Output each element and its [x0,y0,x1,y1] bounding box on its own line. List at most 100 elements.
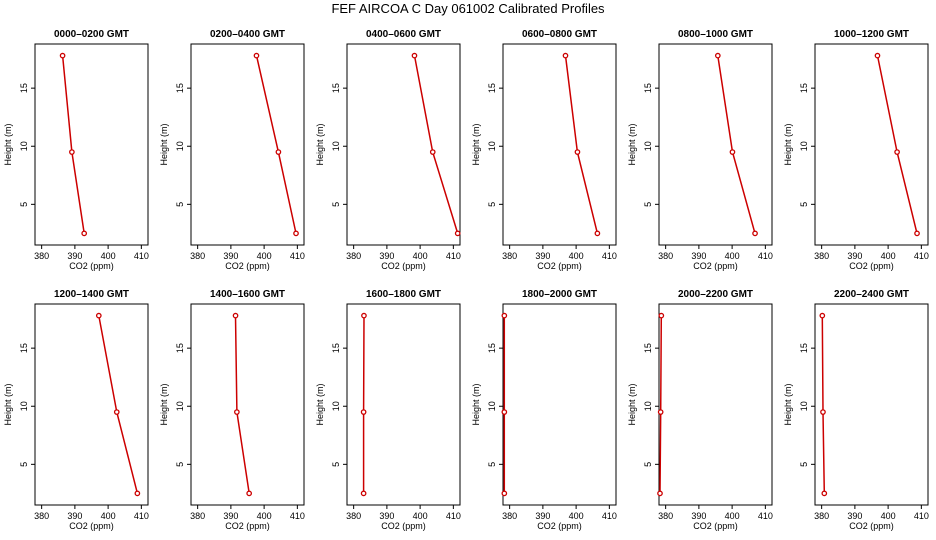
y-tick-label: 10 [643,141,653,151]
data-point [894,149,900,155]
x-tick-label: 410 [290,511,305,521]
y-tick-label: 5 [487,462,497,467]
chart-panel-4: 0600–0800 GMT 380 390 400 410 5 10 15 CO2 (ppm) H… [471,29,617,271]
series-line [659,315,663,494]
data-point [752,230,758,237]
x-tick-label: 390 [379,511,394,521]
page-title: FEF AIRCOA C Day 061002 Calibrated Profi… [331,1,605,16]
data-point [729,149,736,155]
y-axis-label: Height (m) [3,123,13,165]
y-axis-label: Height (m) [315,383,325,425]
y-axis-label: Height (m) [159,383,169,425]
y-tick-label: 15 [175,343,185,353]
x-axis-label: CO2 (ppm) [849,261,894,271]
data-point [429,149,436,155]
panel-title: 1200–1400 GMT [54,289,129,300]
y-axis-label: Height (m) [627,123,637,165]
data-point [275,149,282,155]
data-point [360,409,367,415]
plot-frame [34,43,149,246]
data-point [594,230,601,237]
x-axis-label: CO2 (ppm) [69,261,114,271]
panel-title: 0200–0400 GMT [210,29,285,40]
y-tick-label: 15 [799,343,809,353]
x-tick-label: 400 [569,251,584,261]
y-axis-label: Height (m) [471,123,481,165]
panel-title: 1600–1800 GMT [366,289,441,300]
panel-title: 1800–2000 GMT [522,289,597,300]
y-tick-label: 5 [487,202,497,207]
x-tick-label: 380 [34,511,49,521]
x-tick-label: 410 [602,511,617,521]
y-tick-label: 15 [175,83,185,93]
x-tick-label: 380 [190,511,205,521]
series-line [876,55,918,234]
chart-panel-10: 1800–2000 GMT 380 390 400 410 5 10 15 CO2 (ppm) H… [471,289,617,531]
y-tick-label: 15 [643,343,653,353]
y-axis-label: Height (m) [783,383,793,425]
chart-panel-7: 1200–1400 GMT 380 390 400 410 5 10 15 CO2 (ppm) H… [3,289,149,531]
data-point [657,409,664,415]
x-axis-label: CO2 (ppm) [693,521,738,531]
y-tick-label: 10 [19,401,29,411]
data-point [714,52,721,59]
data-point [821,490,828,497]
x-tick-label: 400 [881,511,896,521]
data-point [234,409,240,415]
plot-frame [346,43,461,246]
data-point [360,490,367,497]
data-point [562,52,569,59]
y-tick-label: 15 [331,343,341,353]
y-tick-label: 10 [643,401,653,411]
x-tick-label: 400 [413,251,428,261]
x-tick-label: 380 [502,251,517,261]
chart-panel-8: 1400–1600 GMT 380 390 400 410 5 10 15 CO2 (ppm) H… [159,289,305,531]
y-tick-label: 5 [19,202,29,207]
x-tick-label: 390 [691,251,706,261]
data-point [820,409,826,415]
y-tick-label: 5 [799,202,809,207]
y-tick-label: 5 [19,462,29,467]
series-line [61,55,85,234]
x-tick-label: 400 [257,251,272,261]
data-point [113,409,120,415]
series-line [98,315,139,494]
y-tick-label: 5 [799,462,809,467]
x-tick-label: 380 [346,511,361,521]
data-point [81,230,88,237]
x-tick-label: 410 [914,251,929,261]
x-tick-label: 390 [847,251,862,261]
x-tick-label: 410 [446,251,461,261]
y-axis-label: Height (m) [627,383,637,425]
x-tick-label: 380 [658,251,673,261]
x-tick-label: 390 [223,511,238,521]
y-tick-label: 5 [175,462,185,467]
y-tick-label: 10 [799,141,809,151]
y-tick-label: 5 [643,462,653,467]
y-tick-label: 15 [487,343,497,353]
y-tick-label: 15 [799,83,809,93]
y-axis-label: Height (m) [3,383,13,425]
x-tick-label: 380 [346,251,361,261]
x-tick-label: 400 [413,511,428,521]
data-point [253,52,260,59]
data-point [69,149,75,155]
data-point [134,490,141,497]
series-line [413,55,459,234]
chart-panel-9: 1600–1800 GMT 380 390 400 410 5 10 15 CO2 (ppm) H… [315,289,461,531]
y-tick-label: 10 [175,141,185,151]
chart-panel-5: 0800–1000 GMT 380 390 400 410 5 10 15 CO2 (ppm) H… [627,29,773,271]
chart-panel-6: 1000–1200 GMT 380 390 400 410 5 10 15 CO2 (ppm) H… [783,29,929,271]
data-point [246,490,253,497]
plot-frame [190,303,305,506]
x-tick-label: 410 [914,511,929,521]
x-axis-label: CO2 (ppm) [225,261,270,271]
x-tick-label: 400 [257,511,272,521]
x-axis-label: CO2 (ppm) [69,521,114,531]
panel-title: 0800–1000 GMT [678,29,753,40]
plot-frame [502,43,617,246]
chart-panel-3: 0400–0600 GMT 380 390 400 410 5 10 15 CO2 (ppm) H… [315,29,461,271]
x-axis-label: CO2 (ppm) [693,261,738,271]
y-axis-label: Height (m) [471,383,481,425]
y-tick-label: 10 [331,141,341,151]
